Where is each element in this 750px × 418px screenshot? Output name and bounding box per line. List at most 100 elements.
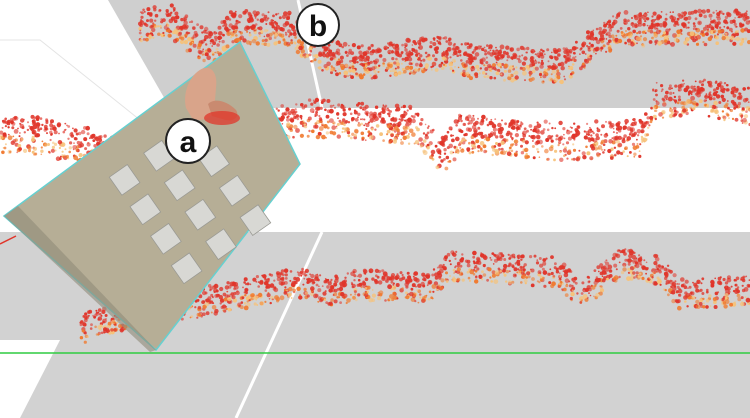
trace-point <box>353 290 357 294</box>
trace-point <box>595 52 597 55</box>
trace-point <box>241 296 245 300</box>
trace-point <box>491 123 497 129</box>
trace-point <box>435 165 440 170</box>
trace-point <box>251 24 256 29</box>
trace-point <box>287 115 290 118</box>
trace-point <box>573 138 576 141</box>
trace-point <box>576 292 579 295</box>
trace-point <box>407 275 412 280</box>
trace-point <box>173 19 178 24</box>
trace-point <box>503 63 508 68</box>
trace-point <box>416 127 420 132</box>
trace-point <box>425 133 428 137</box>
trace-point <box>196 316 199 319</box>
trace-point <box>436 40 439 42</box>
trace-point <box>674 99 678 103</box>
trace-point <box>562 127 566 131</box>
trace-point <box>684 16 688 21</box>
trace-point <box>516 262 521 266</box>
trace-point <box>284 113 287 116</box>
trace-point <box>529 57 534 62</box>
trace-point <box>558 279 561 282</box>
trace-point <box>329 104 333 108</box>
trace-point <box>741 122 744 124</box>
trace-point <box>508 149 511 152</box>
trace-point <box>273 279 276 282</box>
trace-point <box>602 143 606 146</box>
trace-point <box>706 8 711 13</box>
trace-point <box>388 277 393 281</box>
trace-point <box>477 117 479 120</box>
trace-point <box>583 287 586 290</box>
trace-point <box>267 11 270 14</box>
trace-point <box>222 33 225 37</box>
trace-point <box>299 114 303 119</box>
trace-point <box>563 272 569 278</box>
trace-point <box>498 147 501 151</box>
trace-point <box>472 272 476 276</box>
trace-point <box>303 287 307 292</box>
trace-point <box>80 129 86 135</box>
trace-point <box>698 80 702 84</box>
trace-point <box>475 64 480 69</box>
trace-point <box>470 43 473 46</box>
trace-point <box>277 109 280 112</box>
trace-point <box>204 301 210 307</box>
trace-point <box>284 273 288 277</box>
trace-point <box>578 149 581 152</box>
trace-point <box>603 23 607 28</box>
trace-point <box>747 29 750 33</box>
trace-point <box>525 152 528 156</box>
trace-point <box>274 33 278 37</box>
trace-point <box>561 262 567 268</box>
trace-point <box>500 140 505 145</box>
red-edge-mark <box>0 235 17 245</box>
trace-point <box>531 140 534 142</box>
trace-point <box>615 268 618 271</box>
trace-point <box>420 118 424 122</box>
trace-point <box>163 34 166 37</box>
trace-point <box>622 262 627 267</box>
trace-point <box>500 252 503 256</box>
trace-point <box>461 73 465 77</box>
trace-point <box>669 15 674 20</box>
trace-point <box>392 282 395 285</box>
trace-point <box>722 301 727 305</box>
trace-point <box>243 281 246 284</box>
trace-point <box>198 294 203 299</box>
trace-point <box>344 276 347 279</box>
trace-point <box>310 273 315 279</box>
trace-point <box>59 155 62 158</box>
trace-point <box>601 139 605 144</box>
trace-point <box>526 271 531 276</box>
trace-point <box>436 266 439 269</box>
trace-point <box>286 44 289 47</box>
trace-point <box>326 278 330 282</box>
trace-point <box>317 288 322 293</box>
trace-point <box>456 54 460 57</box>
trace-point <box>491 153 494 157</box>
trace-point <box>607 26 610 29</box>
trace-point <box>590 47 593 51</box>
trace-point <box>556 69 560 73</box>
trace-point <box>568 65 570 68</box>
trace-point <box>623 10 629 15</box>
trace-point <box>526 155 530 159</box>
trace-point <box>672 98 675 101</box>
trace-point <box>369 60 373 64</box>
trace-point <box>79 323 83 327</box>
trace-point <box>409 291 414 297</box>
trace-point <box>569 296 573 301</box>
trace-point <box>583 130 586 133</box>
trace-point <box>322 291 327 296</box>
trace-point <box>541 59 544 63</box>
trace-point <box>261 42 265 46</box>
trace-point <box>511 280 515 284</box>
trace-point <box>218 295 223 300</box>
trace-point <box>475 275 478 278</box>
trace-point <box>391 68 396 73</box>
trace-point <box>100 314 103 317</box>
trace-point <box>432 290 435 293</box>
trace-point <box>275 297 281 302</box>
trace-point <box>665 90 669 95</box>
